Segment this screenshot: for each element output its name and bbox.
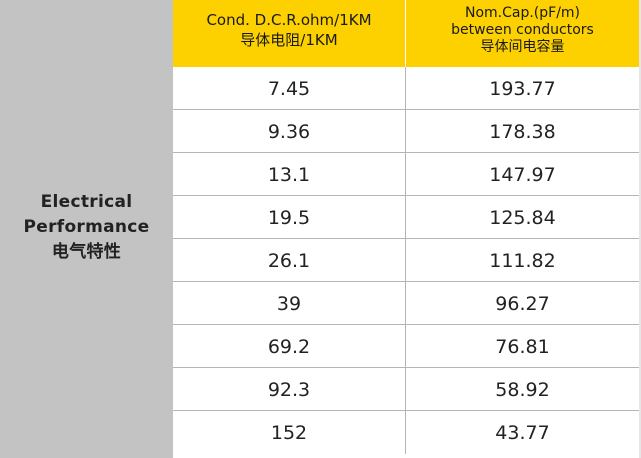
table-row: 69.2 76.81 [173, 325, 639, 368]
capacitance-cell: 147.97 [489, 164, 556, 186]
capacitance-cell: 76.81 [495, 336, 550, 358]
capacitance-header-en1: Nom.Cap.(pF/m) [464, 5, 581, 21]
capacitance-cell: 193.77 [489, 78, 556, 100]
resistance-cell: 69.2 [267, 336, 311, 358]
column-header-capacitance: Nom.Cap.(pF/m) between conductors 导体间电容量 [406, 0, 639, 67]
resistance-cell: 13.1 [267, 164, 311, 186]
sidebar-label-line1: Electrical [40, 192, 133, 212]
column-divider [405, 196, 406, 239]
header-divider [405, 0, 406, 67]
table-row: 13.1 147.97 [173, 153, 639, 196]
resistance-cell: 26.1 [267, 250, 311, 272]
table-row: 92.3 58.92 [173, 368, 639, 411]
resistance-cell: 9.36 [267, 121, 311, 143]
column-divider [405, 110, 406, 153]
capacitance-cell: 96.27 [495, 293, 550, 315]
electrical-performance-label: Electrical Performance 电气特性 [0, 190, 173, 265]
sidebar-section-label: Electrical Performance 电气特性 [0, 0, 173, 458]
resistance-cell: 152 [270, 422, 308, 444]
capacitance-header-en2: between conductors [451, 22, 594, 38]
table-row: 26.1 111.82 [173, 239, 639, 282]
capacitance-cell: 111.82 [489, 250, 556, 272]
column-divider [405, 67, 406, 110]
right-border [639, 0, 641, 458]
column-divider [405, 282, 406, 325]
table-row: 19.5 125.84 [173, 196, 639, 239]
column-divider [405, 325, 406, 368]
capacitance-cell: 43.77 [495, 422, 550, 444]
resistance-cell: 19.5 [267, 207, 311, 229]
resistance-cell: 7.45 [267, 78, 311, 100]
column-divider [405, 368, 406, 411]
sidebar-label-line2: Performance [23, 217, 150, 237]
table-row: 9.36 178.38 [173, 110, 639, 153]
resistance-cell: 92.3 [267, 379, 311, 401]
sidebar-label-line3: 电气特性 [51, 242, 122, 262]
resistance-cell: 39 [276, 293, 302, 315]
resistance-header-en: Cond. D.C.R.ohm/1KM [206, 11, 372, 29]
table-row: 152 43.77 [173, 411, 639, 454]
table-row: 39 96.27 [173, 282, 639, 325]
column-divider [405, 411, 406, 454]
column-header-resistance: Cond. D.C.R.ohm/1KM 导体电阻/1KM [173, 0, 405, 67]
capacitance-cell: 125.84 [489, 207, 556, 229]
column-divider [405, 239, 406, 282]
data-table-body: 7.45 193.77 9.36 178.38 13.1 147.97 19.5… [173, 67, 639, 454]
capacitance-cell: 178.38 [489, 121, 556, 143]
table-row: 7.45 193.77 [173, 67, 639, 110]
capacitance-cell: 58.92 [495, 379, 550, 401]
capacitance-header-zh: 导体间电容量 [480, 39, 565, 55]
column-divider [405, 153, 406, 196]
resistance-header-zh: 导体电阻/1KM [240, 31, 338, 49]
